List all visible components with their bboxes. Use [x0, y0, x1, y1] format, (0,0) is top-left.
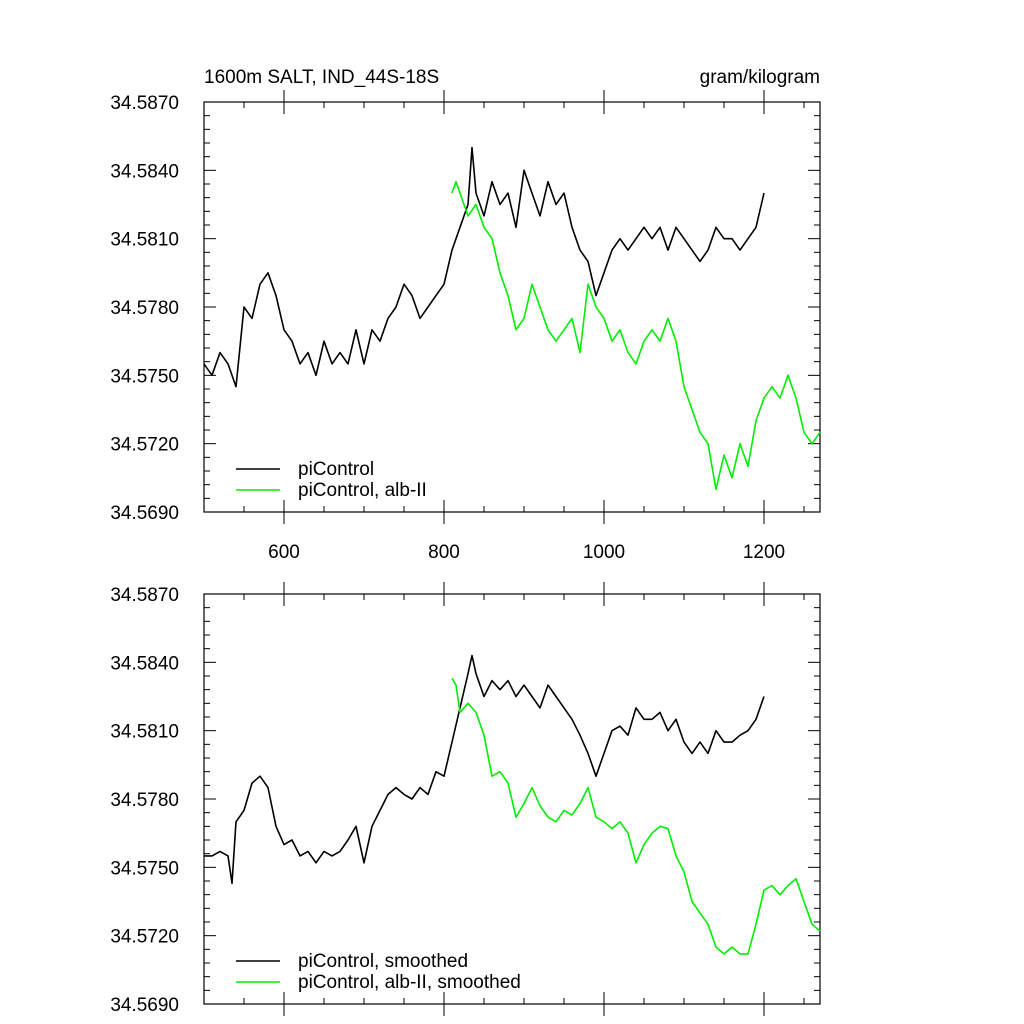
axis-ticks [203, 90, 820, 524]
x-tick-label: 800 [428, 542, 460, 563]
x-tick-label: 1000 [583, 542, 625, 563]
legend-label: piControl, alb-II [298, 480, 427, 501]
series-lines [204, 654, 821, 955]
legend-label: piControl, alb-II, smoothed [298, 972, 521, 993]
y-tick-label: 34.5720 [110, 927, 179, 948]
chart-title: 1600m SALT, IND_44S-18S [204, 67, 439, 88]
series-line-1 [451, 677, 821, 955]
x-tick-labels: 600 800 1000 1200 [268, 542, 785, 563]
plot-frame [203, 101, 821, 513]
x-tick-label: 1200 [743, 542, 785, 563]
series-line-0 [203, 146, 765, 388]
y-tick-label: 34.5810 [110, 722, 179, 743]
y-tick-label: 34.5750 [110, 366, 179, 387]
top-panel: 1600m SALT, IND_44S-18S gram/kilogram 34… [110, 67, 821, 563]
y-tick-label: 34.5840 [110, 161, 179, 182]
series-line-0 [204, 654, 765, 885]
y-tick-label: 34.5810 [110, 230, 179, 251]
series-line-1 [451, 180, 821, 491]
axis-ticks [203, 582, 820, 1016]
legend: piControl piControl, alb-II [236, 459, 427, 501]
units-label: gram/kilogram [700, 67, 820, 88]
series-lines [203, 146, 821, 491]
bottom-panel: 34.5690 34.5720 34.5750 34.5780 34.5810 34.58… [110, 582, 821, 1016]
y-tick-labels: 34.5690 34.5720 34.5750 34.5780 34.5810 34.58… [110, 93, 179, 524]
legend-label: piControl [298, 459, 374, 480]
y-tick-label: 34.5690 [110, 995, 179, 1016]
y-tick-labels: 34.5690 34.5720 34.5750 34.5780 34.5810 34.58… [110, 585, 179, 1016]
y-tick-label: 34.5840 [110, 653, 179, 674]
y-tick-label: 34.5780 [110, 790, 179, 811]
y-tick-label: 34.5870 [110, 585, 179, 606]
y-tick-label: 34.5870 [110, 93, 179, 114]
y-tick-label: 34.5780 [110, 298, 179, 319]
y-tick-label: 34.5750 [110, 858, 179, 879]
x-tick-label: 600 [268, 542, 300, 563]
y-tick-label: 34.5690 [110, 503, 179, 524]
legend: piControl, smoothed piControl, alb-II, s… [236, 951, 521, 993]
y-tick-label: 34.5720 [110, 435, 179, 456]
legend-label: piControl, smoothed [298, 951, 468, 972]
